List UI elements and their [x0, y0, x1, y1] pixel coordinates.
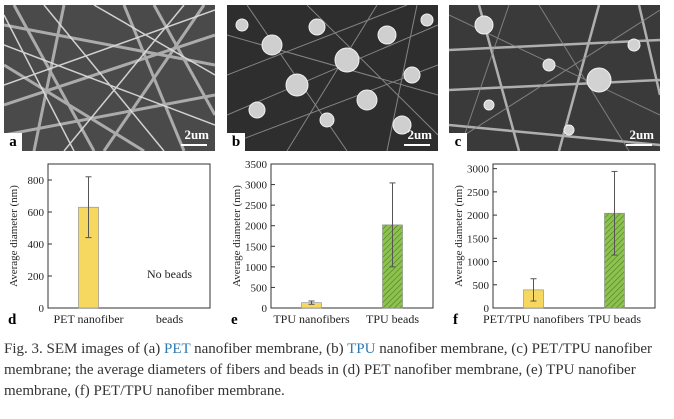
- y-axis-label: Average diameter (nm): [8, 185, 20, 287]
- scale-label-a: 2um: [184, 127, 209, 142]
- chart-f: 0 500 1000 1500 2000 2500 3000 Average diameter…: [449, 158, 665, 330]
- plot-frame: [492, 163, 656, 309]
- caption-part-1: Fig. 3. SEM images of (a): [4, 341, 164, 357]
- y-tick-label: 0: [484, 303, 490, 315]
- plot-frame: [47, 163, 211, 309]
- y-tick-label: 1500: [245, 241, 268, 253]
- scale-label-b: 2um: [407, 127, 432, 142]
- y-tick-label: 2000: [245, 221, 268, 233]
- panel-letter-c: c: [449, 133, 467, 151]
- caption-part-2: nanofiber membrane, (b): [190, 341, 348, 357]
- sem-image-a: a 2um: [4, 5, 215, 151]
- y-tick-label: 3000: [467, 164, 490, 176]
- chart-d: 0 200 400 600 800 Average diameter (nm) PET na…: [4, 158, 220, 330]
- chart-annotation: No beads: [147, 267, 192, 281]
- y-tick-label: 3000: [245, 180, 268, 192]
- sem-image-c: c 2um: [449, 5, 660, 151]
- y-tick-label: 0: [39, 303, 45, 315]
- y-tick-label: 0: [262, 303, 268, 315]
- sem-image-b: b 2um: [227, 5, 438, 151]
- y-axis-label: Average diameter (nm): [231, 185, 243, 287]
- y-tick-label: 1000: [467, 257, 490, 269]
- x-tick-label: beads: [156, 312, 184, 326]
- y-axis-label: Average diameter (nm): [453, 185, 465, 287]
- y-tick-label: 400: [28, 239, 45, 251]
- scale-bar-c: [626, 144, 652, 146]
- chart-e-svg: 0 500 1000 1500 2000 2500 3000 3500 Average diam…: [231, 159, 434, 328]
- x-tick-label: TPU beads: [588, 312, 641, 326]
- panel-letter-e: e: [231, 312, 238, 328]
- chart-e: 0 500 1000 1500 2000 2500 3000 3500 Average diam…: [227, 158, 443, 330]
- plot-frame: [270, 163, 434, 309]
- y-tick-label: 3500: [245, 159, 268, 171]
- panel-letter-a: a: [4, 133, 22, 151]
- y-tick-label: 200: [28, 271, 45, 283]
- y-tick-label: 2000: [467, 210, 490, 222]
- scale-bar-a: [181, 144, 207, 146]
- x-tick-label: PET nanofiber: [53, 312, 123, 326]
- y-tick-label: 1500: [467, 233, 490, 245]
- caption-link-tpu[interactable]: TPU: [347, 341, 376, 357]
- y-tick-label: 500: [473, 280, 490, 292]
- y-tick-label: 1000: [245, 262, 268, 274]
- y-tick-label: 2500: [245, 200, 268, 212]
- panel-letter-f: f: [453, 312, 459, 328]
- panel-letter-b: b: [227, 133, 245, 151]
- caption-part-3: nanofiber membrane, (c) PET/TPU nanofibe…: [4, 341, 653, 399]
- y-tick-label: 2500: [467, 187, 490, 199]
- y-tick-label: 800: [28, 175, 45, 187]
- x-tick-label: TPU beads: [366, 312, 419, 326]
- panel-letter-d: d: [8, 312, 17, 328]
- caption-link-pet[interactable]: PET: [163, 341, 191, 357]
- y-tick-label: 500: [251, 282, 268, 294]
- scale-label-c: 2um: [629, 127, 654, 142]
- x-tick-label: PET/TPU nanofibers: [483, 312, 584, 326]
- x-tick-label: TPU nanofibers: [273, 312, 350, 326]
- y-tick-label: 600: [28, 207, 45, 219]
- figure-caption: Fig. 3. SEM images of (a) PET nanofiber …: [4, 339, 670, 402]
- scale-bar-b: [404, 144, 430, 146]
- chart-d-svg: 0 200 400 600 800 Average diameter (nm) PET na…: [8, 163, 211, 328]
